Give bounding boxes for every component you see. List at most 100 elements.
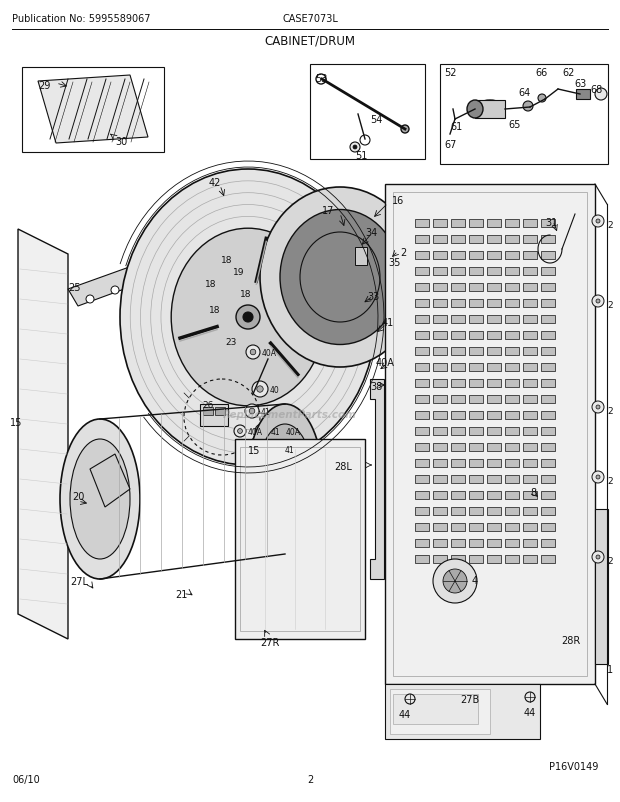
Circle shape bbox=[405, 695, 415, 704]
Bar bbox=[487, 508, 501, 516]
Text: 16: 16 bbox=[392, 196, 404, 206]
Text: 27L: 27L bbox=[70, 577, 88, 586]
Bar bbox=[433, 476, 447, 484]
Text: 28L: 28L bbox=[334, 461, 352, 472]
Bar bbox=[523, 555, 537, 563]
Bar bbox=[415, 524, 429, 532]
Circle shape bbox=[136, 277, 144, 286]
Circle shape bbox=[272, 426, 284, 437]
Bar bbox=[451, 555, 465, 563]
Bar bbox=[215, 407, 225, 415]
Text: Publication No: 5995589067: Publication No: 5995589067 bbox=[12, 14, 151, 24]
Polygon shape bbox=[18, 229, 68, 639]
Bar bbox=[469, 539, 483, 547]
Bar bbox=[415, 347, 429, 355]
Bar bbox=[200, 404, 228, 427]
Bar bbox=[505, 379, 519, 387]
Bar bbox=[393, 695, 478, 724]
Bar bbox=[451, 347, 465, 355]
Text: 62: 62 bbox=[562, 68, 574, 78]
Bar bbox=[523, 524, 537, 532]
Circle shape bbox=[360, 136, 370, 146]
Bar bbox=[523, 427, 537, 435]
Bar bbox=[541, 379, 555, 387]
Text: 41: 41 bbox=[261, 407, 270, 416]
Text: 35: 35 bbox=[388, 257, 401, 268]
Bar bbox=[487, 395, 501, 403]
Text: 8: 8 bbox=[530, 488, 536, 497]
Bar bbox=[523, 236, 537, 244]
Bar bbox=[451, 284, 465, 292]
Text: 21: 21 bbox=[175, 589, 187, 599]
Bar bbox=[541, 316, 555, 323]
Polygon shape bbox=[370, 379, 384, 579]
Bar bbox=[415, 460, 429, 468]
Bar bbox=[505, 300, 519, 308]
Bar bbox=[433, 379, 447, 387]
Bar bbox=[505, 252, 519, 260]
Bar bbox=[451, 363, 465, 371]
Bar bbox=[415, 508, 429, 516]
Bar bbox=[415, 331, 429, 339]
Bar bbox=[505, 316, 519, 323]
Text: 26: 26 bbox=[202, 400, 213, 410]
Circle shape bbox=[443, 569, 467, 593]
Bar bbox=[487, 524, 501, 532]
Circle shape bbox=[353, 146, 357, 150]
Ellipse shape bbox=[257, 424, 312, 534]
Ellipse shape bbox=[467, 101, 483, 119]
Bar bbox=[487, 460, 501, 468]
Bar bbox=[523, 411, 537, 419]
Bar bbox=[523, 268, 537, 276]
Bar bbox=[487, 316, 501, 323]
Text: 19: 19 bbox=[233, 268, 244, 277]
Bar bbox=[415, 555, 429, 563]
Bar bbox=[505, 444, 519, 452]
Bar bbox=[487, 379, 501, 387]
Bar bbox=[433, 347, 447, 355]
Bar bbox=[523, 508, 537, 516]
Text: 61: 61 bbox=[450, 122, 463, 132]
Circle shape bbox=[350, 143, 360, 153]
Text: 17: 17 bbox=[322, 206, 334, 216]
Bar bbox=[541, 476, 555, 484]
Bar bbox=[505, 395, 519, 403]
Ellipse shape bbox=[120, 170, 376, 465]
Bar bbox=[415, 427, 429, 435]
Circle shape bbox=[592, 296, 604, 308]
Bar bbox=[541, 347, 555, 355]
Text: 2: 2 bbox=[607, 221, 613, 230]
Bar bbox=[440, 65, 608, 164]
Bar bbox=[505, 331, 519, 339]
Bar bbox=[541, 395, 555, 403]
Text: 38: 38 bbox=[370, 382, 383, 391]
Bar bbox=[469, 236, 483, 244]
Bar bbox=[523, 363, 537, 371]
Bar bbox=[415, 363, 429, 371]
Bar bbox=[469, 220, 483, 228]
Bar bbox=[523, 331, 537, 339]
Ellipse shape bbox=[300, 233, 380, 322]
Bar bbox=[505, 363, 519, 371]
Bar bbox=[415, 395, 429, 403]
Bar bbox=[415, 411, 429, 419]
Bar bbox=[541, 284, 555, 292]
Bar bbox=[433, 316, 447, 323]
Bar bbox=[451, 252, 465, 260]
Circle shape bbox=[316, 75, 326, 85]
Bar bbox=[469, 331, 483, 339]
Circle shape bbox=[111, 286, 119, 294]
Bar bbox=[505, 236, 519, 244]
Bar bbox=[451, 460, 465, 468]
Bar bbox=[415, 252, 429, 260]
Bar bbox=[433, 252, 447, 260]
Ellipse shape bbox=[70, 439, 130, 559]
Bar bbox=[469, 316, 483, 323]
Text: 2: 2 bbox=[607, 301, 613, 310]
Bar bbox=[469, 363, 483, 371]
Text: 44: 44 bbox=[399, 709, 411, 719]
Text: 41: 41 bbox=[382, 318, 394, 327]
Text: 40A: 40A bbox=[376, 358, 395, 367]
Bar bbox=[505, 492, 519, 500]
Circle shape bbox=[257, 387, 264, 393]
